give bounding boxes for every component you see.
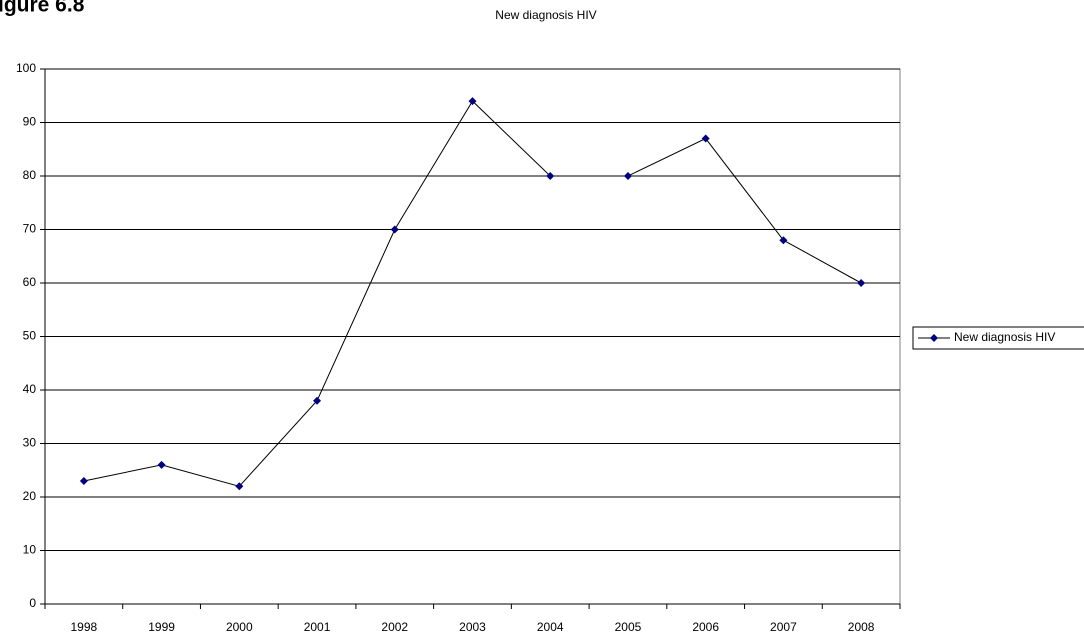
x-tick-label: 2002 (381, 620, 408, 633)
x-tick-label: 2000 (226, 620, 253, 633)
x-tick-label: 1999 (148, 620, 175, 633)
point (857, 279, 866, 287)
point (390, 225, 399, 234)
point (701, 134, 710, 143)
x-tick-label: 2006 (692, 620, 719, 633)
x-tick-label: 2007 (770, 620, 797, 633)
y-tick-label: 30 (23, 436, 37, 450)
legend-box (912, 326, 1084, 350)
point (468, 97, 477, 106)
y-tick-label: 40 (23, 382, 37, 396)
figure-label: igure 6.8 (0, 0, 85, 17)
series-line (83, 100, 862, 487)
x-tick-label: 2005 (615, 620, 642, 633)
y-tick-label: 70 (23, 222, 37, 236)
y-tick-label: 10 (23, 543, 37, 557)
y-tick-label: 50 (23, 329, 37, 343)
x-tick-label: 1998 (71, 620, 98, 633)
legend-marker (930, 334, 938, 342)
point (157, 460, 166, 469)
y-tick-label: 80 (23, 168, 37, 182)
point (623, 172, 632, 180)
y-tick-label: 20 (23, 489, 37, 503)
x-tick-label: 2001 (304, 620, 331, 633)
point (79, 476, 88, 485)
chart-title: New diagnosis HIV (495, 8, 596, 22)
y-tick-label: 60 (23, 275, 37, 289)
y-tick-label: 0 (29, 596, 36, 610)
point (546, 172, 555, 180)
x-tick-label: 2004 (537, 620, 564, 633)
y-tick-label: 90 (23, 115, 37, 129)
x-tick-label: 2008 (848, 620, 875, 633)
x-tick-label: 2003 (459, 620, 486, 633)
point (779, 236, 788, 245)
legend-label: New diagnosis HIV (954, 330, 1055, 344)
y-tick-label: 100 (16, 61, 36, 75)
point (235, 482, 244, 491)
point (313, 396, 322, 405)
